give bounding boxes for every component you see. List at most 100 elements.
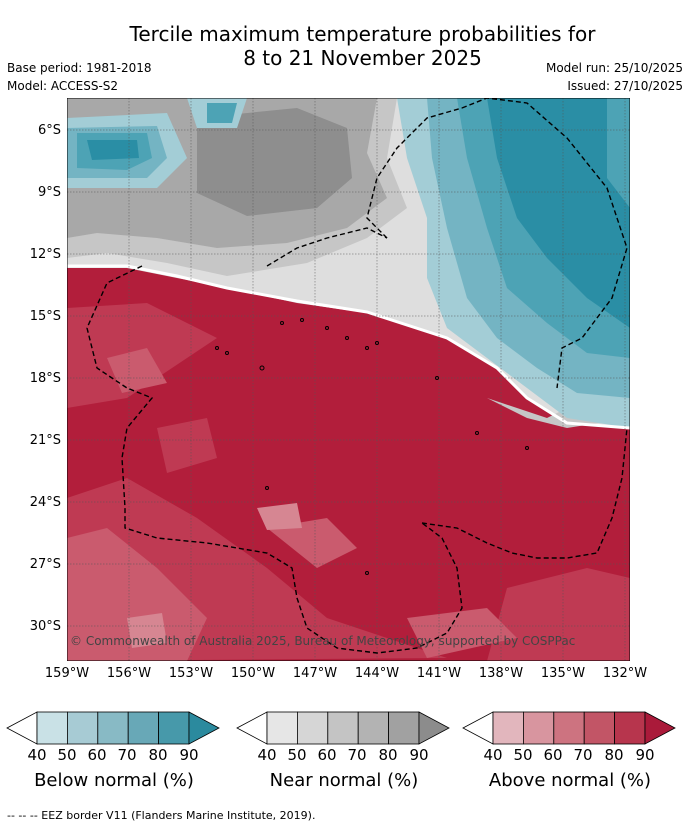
lon-label: 150°W (230, 666, 276, 681)
region-below-70 (87, 98, 630, 328)
colorbar-cell (357, 711, 389, 745)
colorbar-cell (553, 711, 585, 745)
probability-map[interactable] (67, 98, 630, 661)
colorbar-cell (492, 711, 524, 745)
legend-above-tick: 40 (483, 746, 503, 764)
legend-below-tick: 60 (87, 746, 107, 764)
legend-near-tick: 90 (409, 746, 429, 764)
region-below-60 (77, 98, 630, 358)
lat-label: 15°S (29, 309, 61, 324)
legend-below-normal: 40 50 60 70 80 90 Below normal (%) (5, 710, 223, 800)
island (525, 446, 529, 450)
legend-above-tick: 50 (513, 746, 533, 764)
eez-border-marquesas (461, 98, 628, 389)
colorbar-below-start-triangle (6, 711, 38, 745)
base-period: Base period: 1981-2018 (7, 61, 152, 75)
legend-below-tick: 90 (179, 746, 199, 764)
island (365, 346, 369, 350)
region-near-70 (197, 98, 497, 216)
colorbar-near-start-triangle (236, 711, 268, 745)
lat-label: 12°S (29, 247, 61, 262)
lat-label: 9°S (37, 185, 61, 200)
colorbar-cell (97, 711, 129, 745)
colorbar-cell (297, 711, 329, 745)
islands (215, 318, 529, 575)
legend-near-tick: 50 (287, 746, 307, 764)
lon-label: 153°W (168, 666, 214, 681)
lon-label: 159°W (44, 666, 90, 681)
island (435, 376, 439, 380)
legend-below-title: Below normal (%) (34, 770, 194, 791)
boundary-contour (67, 264, 630, 430)
eez-border-northwest (366, 107, 463, 239)
lat-label: 27°S (29, 557, 61, 572)
region-above-60 (67, 348, 517, 661)
island (345, 336, 349, 340)
legend-near-tick: 60 (317, 746, 337, 764)
region-above-70 (67, 303, 630, 661)
legend-near-normal: 40 50 60 70 80 90 Near normal (%) (235, 710, 453, 800)
legend-below-tick: 50 (57, 746, 77, 764)
colorbar-cell (36, 711, 68, 745)
island (265, 486, 269, 490)
legend-above-tick: 80 (604, 746, 624, 764)
island (375, 341, 379, 345)
colorbar-near-end-triangle (418, 711, 450, 745)
island (300, 318, 304, 322)
island (215, 346, 219, 350)
map-title-line1: Tercile maximum temperature probabilitie… (129, 22, 596, 46)
eez-border-south (421, 427, 628, 559)
colorbar-cell (583, 711, 615, 745)
issued-date: Issued: 27/10/2025 (567, 79, 683, 93)
legend-near-title: Near normal (%) (269, 770, 419, 791)
eez-footnote: -- -- -- EEZ border V11 (Flanders Marine… (7, 809, 316, 822)
island (365, 571, 369, 575)
region-above-50 (127, 503, 302, 648)
colorbar-cell (327, 711, 359, 745)
colorbar-cell (523, 711, 555, 745)
eez-borders (86, 98, 628, 654)
lon-label: 156°W (106, 666, 152, 681)
colorbar-above (462, 711, 676, 745)
eez-border-inner (266, 227, 388, 267)
island (475, 431, 479, 435)
lat-label: 30°S (29, 619, 61, 634)
lon-label: 135°W (540, 666, 586, 681)
colorbar-cell (388, 711, 420, 745)
island (259, 365, 265, 371)
lon-label: 141°W (416, 666, 462, 681)
colorbar-below-end-triangle (188, 711, 220, 745)
colorbar-cell (67, 711, 99, 745)
colorbar-cell (127, 711, 159, 745)
legend-below-tick: 70 (117, 746, 137, 764)
legend-near-tick: 70 (347, 746, 367, 764)
lon-label: 147°W (292, 666, 338, 681)
colorbar-cell (266, 711, 298, 745)
lat-label: 18°S (29, 371, 61, 386)
model-run: Model run: 25/10/2025 (545, 61, 683, 75)
colorbar-cell (158, 711, 190, 745)
legend-near-tick: 40 (257, 746, 277, 764)
legend-below-tick: 40 (27, 746, 47, 764)
lon-label: 132°W (602, 666, 648, 681)
colorbar-near (236, 711, 450, 745)
lon-label: 138°W (478, 666, 524, 681)
island (325, 326, 329, 330)
legend-below-tick: 80 (148, 746, 168, 764)
lat-label: 21°S (29, 433, 61, 448)
legend-above-normal: 40 50 60 70 80 90 Above normal (%) (461, 710, 679, 800)
colorbar-cell (614, 711, 646, 745)
colorbar-below (6, 711, 220, 745)
colorbar-above-start-triangle (462, 711, 494, 745)
map-title-line2: 8 to 21 November 2025 (243, 46, 482, 70)
legend-above-tick: 60 (543, 746, 563, 764)
island (225, 351, 229, 355)
map-title: Tercile maximum temperature probabilitie… (0, 22, 690, 70)
legend-above-title: Above normal (%) (488, 770, 652, 791)
legend-near-tick: 80 (378, 746, 398, 764)
graticule (67, 98, 630, 661)
island (280, 321, 284, 325)
meta-right: Model run: 25/10/2025 Issued: 27/10/2025 (546, 59, 683, 95)
legend-above-tick: 70 (573, 746, 593, 764)
lon-label: 144°W (354, 666, 400, 681)
